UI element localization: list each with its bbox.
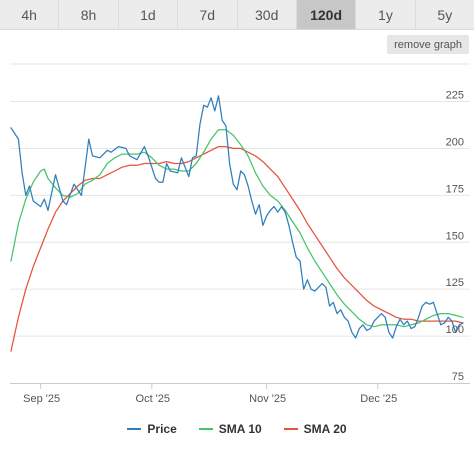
range-tabs: 4h 8h 1d 7d 30d 120d 1y 5y	[0, 0, 474, 30]
legend-item-sma-10[interactable]: SMA 10	[198, 422, 262, 436]
series-line-sma-10	[10, 129, 464, 328]
y-tick-label: 225	[446, 90, 464, 102]
legend-swatch-sma-10	[198, 428, 213, 430]
tab-1y[interactable]: 1y	[356, 0, 416, 29]
series-line-price	[10, 95, 464, 339]
tab-5y[interactable]: 5y	[415, 0, 474, 29]
tab-1d[interactable]: 1d	[118, 0, 179, 29]
tab-120d[interactable]: 120d	[296, 0, 357, 29]
chart-axes: 75 100 125 150 175 200 225 Sep '25 Oct '25 Nov '2…	[10, 90, 470, 405]
legend-item-sma-20[interactable]: SMA 20	[283, 422, 347, 436]
y-tick-label: 125	[446, 277, 464, 289]
x-tick-label: Sep '25	[23, 393, 60, 405]
y-tick-label: 175	[446, 183, 464, 195]
legend-label-sma-20: SMA 20	[303, 422, 347, 436]
tab-30d[interactable]: 30d	[237, 0, 297, 29]
legend-swatch-price	[127, 428, 142, 430]
chart-legend: Price SMA 10 SMA 20	[0, 418, 474, 440]
legend-swatch-sma-20	[283, 428, 298, 430]
y-tick-label: 75	[452, 371, 464, 383]
tab-8h[interactable]: 8h	[59, 0, 119, 29]
tab-7d[interactable]: 7d	[178, 0, 238, 29]
chart-grid	[10, 63, 470, 337]
legend-item-price[interactable]: Price	[127, 422, 177, 436]
legend-label-sma-10: SMA 10	[218, 422, 262, 436]
series-line-sma-20	[10, 145, 464, 352]
x-tick-label: Oct '25	[136, 393, 171, 405]
y-tick-label: 200	[446, 136, 464, 148]
y-tick-label: 100	[446, 324, 464, 336]
tab-4h[interactable]: 4h	[0, 0, 60, 29]
remove-graph-button[interactable]: remove graph	[387, 35, 469, 54]
chart-series	[10, 95, 464, 352]
y-tick-label: 150	[446, 230, 464, 242]
x-tick-label: Dec '25	[360, 393, 397, 405]
legend-label-price: Price	[147, 422, 177, 436]
x-tick-label: Nov '25	[249, 393, 286, 405]
